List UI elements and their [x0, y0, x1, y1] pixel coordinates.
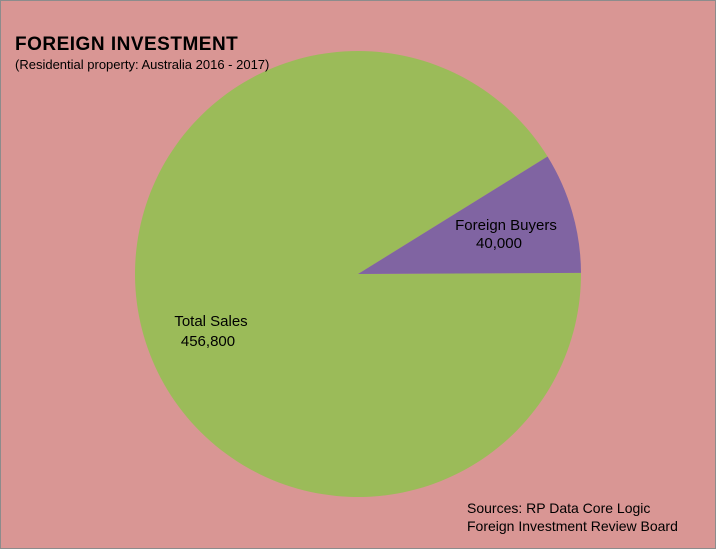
pie-slice-total-sales: [135, 50, 581, 498]
chart-title: FOREIGN INVESTMENT: [15, 34, 239, 55]
slice-label-total-sales-name: Total Sales: [174, 313, 247, 330]
chart-subtitle: (Residential property: Australia 2016 - …: [15, 57, 270, 72]
slice-label-foreign-buyers-name: Foreign Buyers: [455, 217, 557, 234]
slice-label-foreign-buyers-value: 40,000: [476, 235, 522, 252]
pie-slice-foreign-buyers: [358, 156, 581, 274]
slice-label-total-sales-value: 456,800: [181, 333, 235, 350]
pie-slices: [135, 50, 581, 498]
source-line-2: Foreign Investment Review Board: [467, 518, 678, 534]
source-line-1: Sources: RP Data Core Logic: [467, 500, 651, 516]
